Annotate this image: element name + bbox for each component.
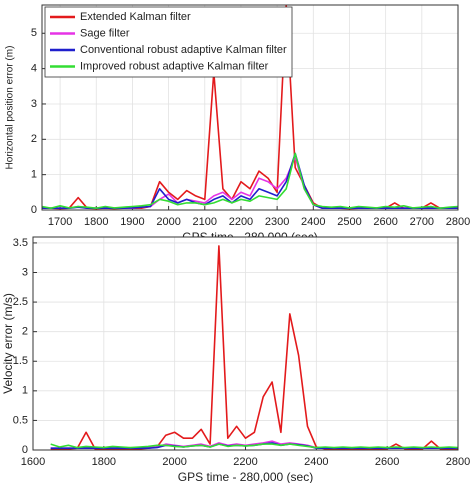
x-tick-label: 1800	[84, 216, 108, 228]
x-tick-label: 2300	[265, 216, 289, 228]
y-tick-label: 1.5	[13, 355, 28, 367]
y-tick-label: 1	[31, 169, 37, 181]
x-tick-label: 2600	[373, 216, 397, 228]
series-line	[42, 152, 458, 209]
x-tick-label: 2400	[301, 216, 325, 228]
x-tick-label: 2000	[156, 216, 180, 228]
y-tick-label: 4	[31, 63, 37, 75]
y-tick-label: 5	[31, 27, 37, 39]
plot-frame	[41, 4, 459, 211]
x-tick-label: 2800	[446, 456, 470, 468]
y-axis-label: Velocity error (m/s)	[1, 293, 15, 394]
x-tick-label: 2100	[193, 216, 217, 228]
y-tick-label: 0	[31, 204, 37, 216]
y-tick-label: 2.5	[13, 296, 28, 308]
y-tick-label: 1	[22, 385, 28, 397]
x-tick-label: 2700	[410, 216, 434, 228]
legend-label: Improved robust adaptive Kalman filter	[80, 60, 269, 72]
legend-label: Sage filter	[80, 27, 130, 39]
x-tick-label: 1800	[92, 456, 116, 468]
x-tick-label: 2200	[233, 456, 257, 468]
plot-frame	[32, 236, 459, 451]
y-tick-label: 3	[22, 266, 28, 278]
y-tick-label: 3	[31, 98, 37, 110]
y-tick-label: 2	[31, 133, 37, 145]
x-tick-label: 2800	[446, 216, 470, 228]
x-tick-label: 1700	[48, 216, 72, 228]
x-tick-label: 2000	[162, 456, 186, 468]
y-tick-label: 2	[22, 326, 28, 338]
x-tick-label: 1900	[120, 216, 144, 228]
x-tick-label: 2600	[375, 456, 399, 468]
y-tick-label: 0.5	[13, 414, 28, 426]
x-axis-label: GPS time - 280,000 (sec)	[178, 470, 313, 483]
y-tick-label: 0	[22, 444, 28, 456]
x-tick-label: 2200	[229, 216, 253, 228]
legend-box	[44, 6, 293, 78]
legend-label: Extended Kalman filter	[80, 11, 191, 23]
y-tick-label: 3.5	[13, 237, 28, 249]
legend-label: Conventional robust adaptive Kalman filt…	[80, 44, 287, 56]
y-axis-label: Horizontal position error (m)	[5, 46, 16, 170]
x-tick-label: 2500	[337, 216, 361, 228]
series-line	[50, 443, 458, 449]
x-tick-label: 2400	[304, 456, 328, 468]
x-tick-label: 1600	[21, 456, 45, 468]
